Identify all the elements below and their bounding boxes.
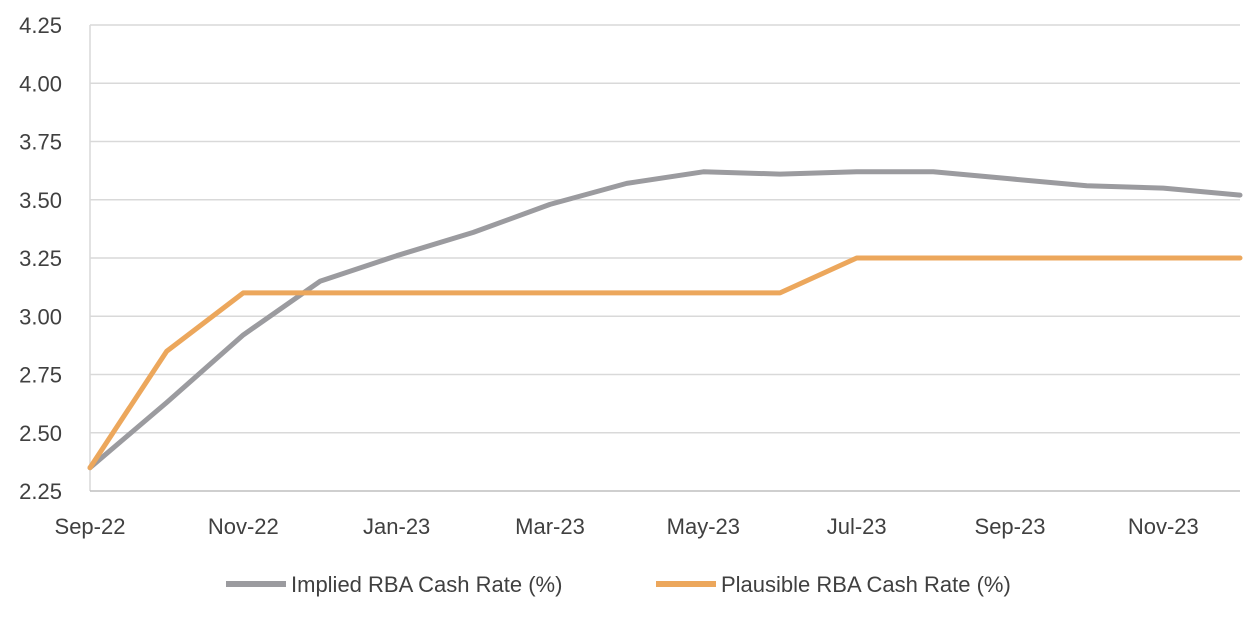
- legend-label-plausible: Plausible RBA Cash Rate (%): [721, 572, 1011, 597]
- x-tick-label: May-23: [667, 514, 740, 539]
- y-tick-label: 2.25: [19, 479, 62, 504]
- tick-labels: 2.25 2.50 2.75 3.00 3.25 3.50 3.75 4.00 4.25 Sep-…: [19, 13, 1199, 539]
- y-tick-label: 2.50: [19, 421, 62, 446]
- y-tick-label: 4.00: [19, 71, 62, 96]
- y-tick-label: 4.25: [19, 13, 62, 38]
- axes: [89, 25, 1240, 492]
- y-tick-label: 3.00: [19, 304, 62, 329]
- series-line-1: [87, 255, 1243, 471]
- x-tick-label: Nov-23: [1128, 514, 1199, 539]
- gridlines: [90, 24, 1240, 434]
- legend-item-implied: Implied RBA Cash Rate (%): [226, 572, 562, 597]
- y-tick-label: 3.25: [19, 246, 62, 271]
- x-tick-label: Nov-22: [208, 514, 279, 539]
- x-tick-label: Sep-23: [975, 514, 1046, 539]
- series-line-0: [87, 169, 1243, 471]
- x-tick-label: Jul-23: [827, 514, 887, 539]
- series-lines: [87, 169, 1243, 471]
- y-tick-label: 3.75: [19, 130, 62, 155]
- legend: Implied RBA Cash Rate (%) Plausible RBA …: [226, 572, 1011, 597]
- legend-item-plausible: Plausible RBA Cash Rate (%): [656, 572, 1011, 597]
- y-tick-label: 3.50: [19, 188, 62, 213]
- x-tick-label: Sep-22: [55, 514, 126, 539]
- y-tick-label: 2.75: [19, 363, 62, 388]
- legend-label-implied: Implied RBA Cash Rate (%): [291, 572, 562, 597]
- x-tick-label: Mar-23: [515, 514, 585, 539]
- x-tick-label: Jan-23: [363, 514, 430, 539]
